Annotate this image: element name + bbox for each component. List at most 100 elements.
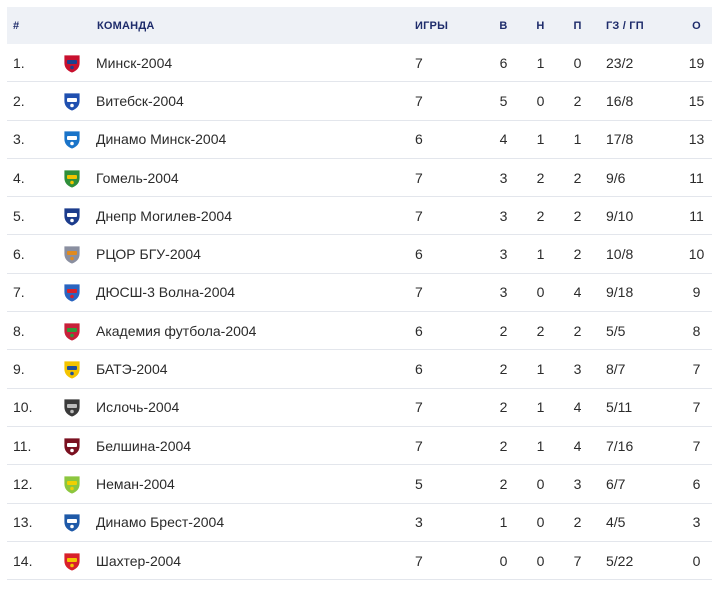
header-points: О <box>692 19 701 32</box>
row-position: 5. <box>13 207 25 224</box>
wins: 2 <box>499 361 508 378</box>
team-logo <box>54 281 90 303</box>
team-logo <box>54 52 90 74</box>
table-row[interactable]: 9. БАТЭ-2004 6 2 1 3 8/7 7 <box>7 350 712 389</box>
table-row[interactable]: 11. Белшина-2004 7 2 1 4 7/16 7 <box>7 427 712 466</box>
goals-for-against: 10/8 <box>606 246 634 263</box>
row-position: 7. <box>13 284 25 301</box>
team-name[interactable]: Днепр Могилев-2004 <box>96 207 232 224</box>
wins: 2 <box>499 475 508 492</box>
table-row[interactable]: 12. Неман-2004 5 2 0 3 6/7 6 <box>7 465 712 504</box>
team-logo <box>54 550 90 572</box>
points: 7 <box>692 399 701 416</box>
draws: 1 <box>536 54 545 71</box>
team-name[interactable]: Динамо Брест-2004 <box>96 514 225 531</box>
table-row[interactable]: 8. Академия футбола-2004 6 2 2 2 5/5 8 <box>7 312 712 351</box>
draws: 1 <box>536 361 545 378</box>
table-row[interactable]: 4. Гомель-2004 7 3 2 2 9/6 11 <box>7 159 712 198</box>
vitebsk-crest-icon <box>63 92 81 112</box>
table-row[interactable]: 13. Динамо Брест-2004 3 1 0 2 4/5 3 <box>7 504 712 542</box>
table-row[interactable]: 14. Шахтер-2004 7 0 0 7 5/22 0 <box>7 542 712 581</box>
games-played: 7 <box>415 437 423 454</box>
points: 6 <box>692 475 701 492</box>
points: 3 <box>692 514 701 531</box>
team-name[interactable]: Витебск-2004 <box>96 92 184 109</box>
bate-crest-icon <box>63 360 81 380</box>
header-wins: В <box>499 19 508 32</box>
points: 19 <box>688 54 705 71</box>
games-played: 6 <box>415 361 423 378</box>
table-row[interactable]: 10. Ислочь-2004 7 2 1 4 5/11 7 <box>7 389 712 427</box>
team-name[interactable]: Белшина-2004 <box>96 437 192 454</box>
wins: 4 <box>499 131 508 148</box>
points: 13 <box>688 131 705 148</box>
table-row[interactable]: 7. ДЮСШ-3 Волна-2004 7 3 0 4 9/18 9 <box>7 274 712 313</box>
team-logo <box>54 435 90 457</box>
table-row[interactable]: 3. Динамо Минск-2004 6 4 1 1 17/8 13 <box>7 121 712 159</box>
table-header: # КОМАНДА ИГРЫ В Н П ГЗ / ГП О <box>7 7 712 44</box>
dnepr-crest-icon <box>63 207 81 227</box>
row-position: 2. <box>13 92 25 109</box>
wins: 3 <box>499 284 508 301</box>
team-name[interactable]: РЦОР БГУ-2004 <box>96 246 201 263</box>
losses: 2 <box>573 514 582 531</box>
table-row[interactable]: 6. РЦОР БГУ-2004 6 3 1 2 10/8 10 <box>7 235 712 274</box>
team-name[interactable]: БАТЭ-2004 <box>96 361 168 378</box>
header-team: КОМАНДА <box>97 19 155 32</box>
team-logo <box>54 128 90 150</box>
draws: 0 <box>536 475 545 492</box>
team-name[interactable]: Академия футбола-2004 <box>96 322 257 339</box>
shakhtar-crest-icon <box>63 552 81 571</box>
team-name[interactable]: ДЮСШ-3 Волна-2004 <box>96 284 236 301</box>
row-position: 1. <box>13 54 25 71</box>
dinamo-brest-crest-icon <box>63 513 81 533</box>
academy-crest-icon <box>63 322 81 342</box>
team-name[interactable]: Минск-2004 <box>96 54 173 71</box>
team-name[interactable]: Неман-2004 <box>96 475 175 492</box>
losses: 3 <box>573 475 582 492</box>
draws: 1 <box>536 131 545 148</box>
draws: 1 <box>536 437 545 454</box>
team-logo <box>54 90 90 112</box>
losses: 1 <box>573 131 582 148</box>
goals-for-against: 4/5 <box>606 514 626 531</box>
points: 7 <box>692 437 701 454</box>
team-logo <box>54 358 90 380</box>
draws: 0 <box>536 92 545 109</box>
header-position: # <box>13 19 20 32</box>
games-played: 7 <box>415 169 423 186</box>
standings-table: # КОМАНДА ИГРЫ В Н П ГЗ / ГП О 1. Минск-2… <box>7 7 712 581</box>
goals-for-against: 5/11 <box>606 399 633 416</box>
draws: 2 <box>536 322 545 339</box>
games-played: 7 <box>415 92 423 109</box>
row-position: 13. <box>13 514 33 531</box>
team-logo <box>54 511 90 533</box>
points: 0 <box>692 552 701 569</box>
games-played: 7 <box>415 399 423 416</box>
table-row[interactable]: 5. Днепр Могилев-2004 7 3 2 2 9/10 11 <box>7 197 712 236</box>
points: 15 <box>688 92 705 109</box>
points: 11 <box>689 169 704 186</box>
goals-for-against: 9/6 <box>606 169 626 186</box>
team-name[interactable]: Гомель-2004 <box>96 169 179 186</box>
points: 11 <box>689 207 704 224</box>
losses: 4 <box>573 399 582 416</box>
wins: 3 <box>499 246 508 263</box>
team-name[interactable]: Ислочь-2004 <box>96 399 180 416</box>
team-logo <box>54 320 90 342</box>
gomel-crest-icon <box>63 169 81 188</box>
table-row[interactable]: 1. Минск-2004 7 6 1 0 23/2 19 <box>7 44 712 83</box>
row-position: 11. <box>13 437 32 454</box>
row-position: 14. <box>13 552 33 569</box>
points: 9 <box>692 284 701 301</box>
draws: 0 <box>536 552 545 569</box>
team-name[interactable]: Шахтер-2004 <box>96 552 182 569</box>
row-position: 3. <box>13 131 25 148</box>
games-played: 7 <box>415 552 423 569</box>
draws: 0 <box>536 284 545 301</box>
table-row[interactable]: 2. Витебск-2004 7 5 0 2 16/8 15 <box>7 82 712 121</box>
team-name[interactable]: Динамо Минск-2004 <box>96 131 227 148</box>
isloch-crest-icon <box>63 398 81 418</box>
row-position: 9. <box>13 361 25 378</box>
goals-for-against: 8/7 <box>606 361 626 378</box>
